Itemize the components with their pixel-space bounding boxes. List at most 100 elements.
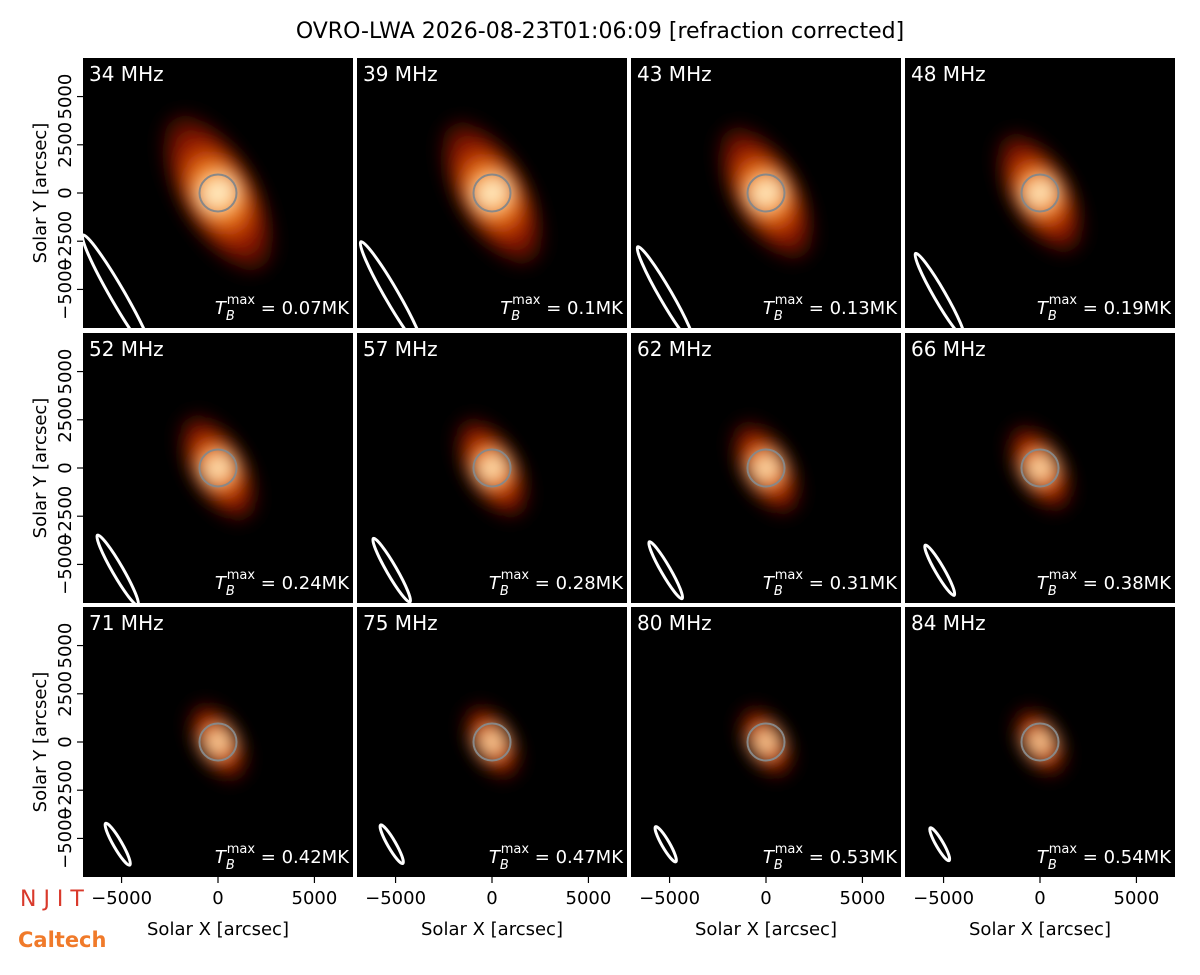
frequency-label: 39 MHz <box>363 62 438 86</box>
x-tick-label: −5000 <box>365 888 426 909</box>
tb-value: = 0.19MK <box>1077 298 1172 319</box>
tb-value: = 0.07MK <box>255 298 350 319</box>
tb-superscript: max <box>775 293 804 308</box>
frequency-label: 48 MHz <box>911 62 986 86</box>
tb-value: = 0.13MK <box>803 298 898 319</box>
frequency-label: 57 MHz <box>363 337 438 361</box>
tb-max-label: TBmax = 0.31MK <box>763 568 898 599</box>
panel <box>357 58 627 328</box>
y-tick-label: 2500 <box>55 397 76 443</box>
source-layer <box>482 734 502 750</box>
tb-max-label: TBmax = 0.19MK <box>1037 293 1172 324</box>
tb-symbol: T <box>1037 573 1050 594</box>
source-layer <box>480 458 504 478</box>
y-tick-label: 5000 <box>55 623 76 669</box>
tb-superscript: max <box>227 293 256 308</box>
source-layer <box>1027 182 1053 204</box>
tb-subscript: B <box>774 858 783 873</box>
tb-value: = 0.28MK <box>529 573 624 594</box>
x-tick-label: 5000 <box>1114 888 1160 909</box>
beam <box>378 823 405 866</box>
y-tick-label: −5000 <box>55 259 76 320</box>
tb-max-label: TBmax = 0.42MK <box>215 842 350 873</box>
radio-source <box>457 419 527 517</box>
tb-max-label: TBmax = 0.53MK <box>763 842 898 873</box>
tb-subscript: B <box>1048 858 1057 873</box>
solar-disk <box>1020 722 1060 762</box>
tb-subscript: B <box>226 584 235 599</box>
tb-symbol: T <box>763 298 776 319</box>
tb-max-label: TBmax = 0.47MK <box>489 842 624 873</box>
tb-max-label: TBmax = 0.38MK <box>1037 568 1172 599</box>
radio-source <box>719 127 813 259</box>
y-axis-label: Solar Y [arcsec] <box>30 123 51 264</box>
tb-max-label: TBmax = 0.54MK <box>1037 842 1172 873</box>
frequency-label: 66 MHz <box>911 337 986 361</box>
x-tick-label: 0 <box>1034 888 1045 909</box>
radio-source <box>733 422 799 514</box>
tb-symbol: T <box>500 298 513 319</box>
source-layer <box>202 179 234 207</box>
y-tick-label: 0 <box>55 736 76 747</box>
tb-max-label: TBmax = 0.13MK <box>763 293 898 324</box>
tb-symbol: T <box>215 298 228 319</box>
beam <box>103 821 132 867</box>
panel <box>905 333 1175 603</box>
tb-max-label: TBmax = 0.28MK <box>489 568 624 599</box>
y-tick-label: −2500 <box>55 486 76 547</box>
tb-subscript: B <box>500 858 509 873</box>
tb-symbol: T <box>489 573 502 594</box>
source-layer <box>205 458 231 478</box>
x-tick-label: 0 <box>212 888 223 909</box>
y-tick-label: −2500 <box>55 760 76 821</box>
frequency-label: 75 MHz <box>363 611 438 635</box>
solar-disk <box>472 448 512 488</box>
source-layer <box>1030 735 1050 749</box>
beam <box>923 543 957 597</box>
source-layer <box>207 734 229 750</box>
tb-subscript: B <box>511 309 520 324</box>
x-axis-label: Solar X [arcsec] <box>147 919 289 940</box>
x-tick-label: −5000 <box>639 888 700 909</box>
frequency-label: 52 MHz <box>89 337 164 361</box>
x-tick-label: −5000 <box>91 888 152 909</box>
tb-max-label: TBmax = 0.07MK <box>215 293 350 324</box>
solar-disk <box>746 722 786 762</box>
beam <box>371 536 413 603</box>
x-axis-label: Solar X [arcsec] <box>695 919 837 940</box>
panel <box>905 607 1175 877</box>
y-tick-label: 0 <box>55 187 76 198</box>
tb-value: = 0.53MK <box>803 847 898 868</box>
beam <box>647 540 685 601</box>
solar-disk <box>1020 173 1060 213</box>
frequency-label: 62 MHz <box>637 337 712 361</box>
tb-superscript: max <box>775 568 804 583</box>
tb-subscript: B <box>500 584 509 599</box>
y-tick-label: −2500 <box>55 211 76 272</box>
x-axis-label: Solar X [arcsec] <box>421 919 563 940</box>
y-axis-label: Solar Y [arcsec] <box>30 672 51 813</box>
x-tick-label: 5000 <box>292 888 338 909</box>
x-tick-label: 0 <box>760 888 771 909</box>
x-tick-label: 5000 <box>840 888 886 909</box>
solar-disk <box>472 173 512 213</box>
tb-subscript: B <box>774 309 783 324</box>
tb-superscript: max <box>227 568 256 583</box>
beam <box>653 825 678 864</box>
tb-subscript: B <box>226 858 235 873</box>
tb-superscript: max <box>1049 568 1078 583</box>
solar-disk <box>198 173 238 213</box>
x-axis-label: Solar X [arcsec] <box>969 919 1111 940</box>
tb-superscript: max <box>501 842 530 857</box>
tb-symbol: T <box>763 573 776 594</box>
tb-subscript: B <box>226 309 235 324</box>
y-tick-label: 2500 <box>55 122 76 168</box>
frequency-label: 71 MHz <box>89 611 164 635</box>
frequency-label: 43 MHz <box>637 62 712 86</box>
beam <box>83 233 155 328</box>
y-tick-label: 5000 <box>55 349 76 395</box>
tb-superscript: max <box>227 842 256 857</box>
y-tick-label: 2500 <box>55 671 76 717</box>
